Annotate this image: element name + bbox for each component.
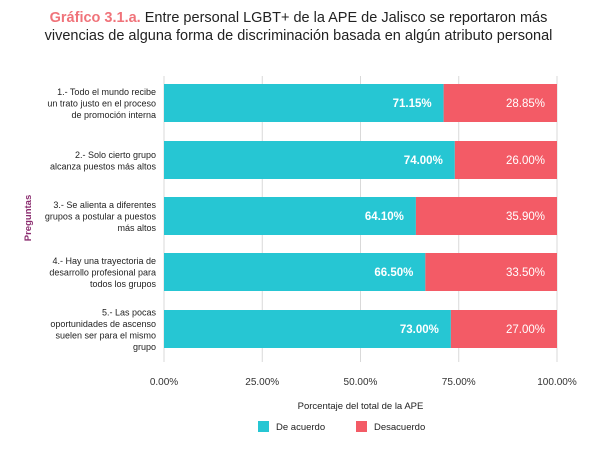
bar-de-acuerdo bbox=[164, 197, 416, 235]
category-label: 1.- Todo el mundo recibe un trato justo e… bbox=[47, 87, 156, 120]
x-tick-label: 75.00% bbox=[442, 377, 476, 388]
chart-title-line2: vivencias de alguna forma de discriminac… bbox=[44, 28, 553, 44]
chart-title: Gráfico 3.1.a. Entre personal LGBT+ de l… bbox=[0, 9, 597, 45]
chart-title-number: Gráfico 3.1.a. bbox=[49, 10, 141, 26]
category-label: 2.- Solo cierto grupo alcanza puestos más… bbox=[50, 150, 157, 172]
legend-label-desacuerdo: Desacuerdo bbox=[374, 422, 425, 433]
chart-title-line1: Entre personal LGBT+ de la APE de Jalisc… bbox=[144, 10, 548, 26]
data-label-de-acuerdo: 64.10% bbox=[365, 211, 404, 223]
data-label-desacuerdo: 28.85% bbox=[506, 98, 545, 110]
bar-de-acuerdo bbox=[164, 310, 451, 348]
bar-de-acuerdo bbox=[164, 253, 426, 291]
data-label-desacuerdo: 27.00% bbox=[506, 324, 545, 336]
x-tick-label: 25.00% bbox=[245, 377, 279, 388]
category-label: 3.- Se alienta a diferentes grupos a post… bbox=[45, 200, 157, 233]
x-tick-label: 50.00% bbox=[344, 377, 378, 388]
data-label-de-acuerdo: 71.15% bbox=[393, 98, 432, 110]
x-tick-label: 0.00% bbox=[150, 377, 178, 388]
category-label: 4.- Hay una trayectoria de desarrollo pro… bbox=[49, 256, 156, 289]
bar-de-acuerdo bbox=[164, 84, 444, 122]
bar-desacuerdo bbox=[415, 197, 557, 235]
data-label-de-acuerdo: 74.00% bbox=[404, 155, 443, 167]
data-label-desacuerdo: 33.50% bbox=[506, 267, 545, 279]
data-label-de-acuerdo: 66.50% bbox=[374, 267, 413, 279]
legend-swatch-de-acuerdo bbox=[258, 421, 269, 432]
bar-desacuerdo bbox=[443, 84, 557, 122]
x-tick-label: 100.00% bbox=[537, 377, 577, 388]
data-label-de-acuerdo: 73.00% bbox=[400, 324, 439, 336]
legend-swatch-desacuerdo bbox=[356, 421, 367, 432]
legend-label-de-acuerdo: De acuerdo bbox=[276, 422, 325, 433]
bar-desacuerdo bbox=[454, 141, 557, 179]
bar-desacuerdo bbox=[425, 253, 557, 291]
bar-de-acuerdo bbox=[164, 141, 455, 179]
data-label-desacuerdo: 35.90% bbox=[506, 211, 545, 223]
x-axis-title: Porcentaje del total de la APE bbox=[298, 401, 424, 412]
y-axis-title: Preguntas bbox=[23, 195, 34, 241]
bar-desacuerdo bbox=[450, 310, 557, 348]
category-label: 5.- Las pocas oportunidades de ascenso sue… bbox=[50, 307, 156, 352]
data-label-desacuerdo: 26.00% bbox=[506, 155, 545, 167]
